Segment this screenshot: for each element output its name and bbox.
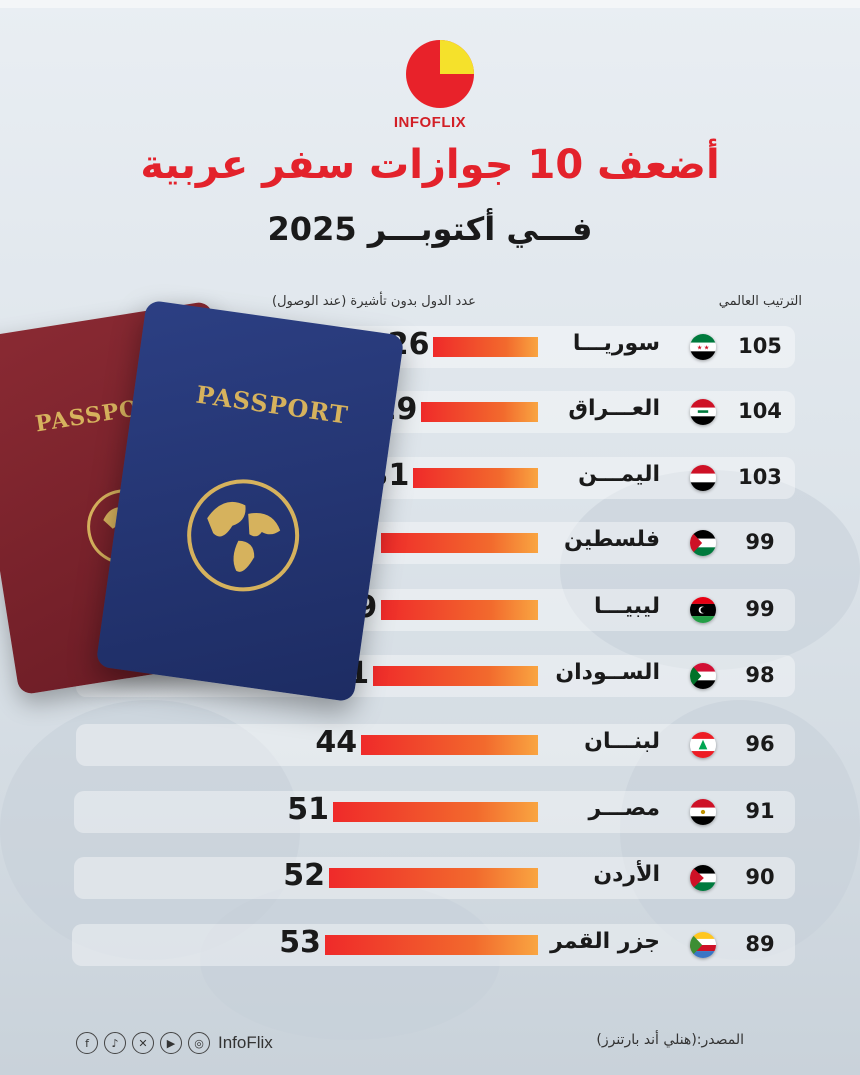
- global-rank-value: 99: [745, 597, 775, 621]
- youtube-icon[interactable]: ▶: [160, 1032, 182, 1054]
- visa-free-bar: [381, 600, 538, 620]
- syria-flag-icon: ★ ★: [690, 334, 716, 360]
- blue-passport-label: PASSPORT: [194, 379, 351, 430]
- global-rank-value: 89: [745, 932, 775, 956]
- visa-free-bar: [361, 735, 538, 755]
- jordan-flag-icon: [690, 865, 716, 891]
- facebook-icon[interactable]: f: [76, 1032, 98, 1054]
- country-label: ليبيـــا: [593, 594, 660, 619]
- visa-free-bar: [433, 337, 538, 357]
- x-icon[interactable]: ✕: [132, 1032, 154, 1054]
- global-rank-value: 96: [745, 732, 775, 756]
- visa-free-bar: [332, 802, 538, 822]
- visa-free-bar: [328, 868, 538, 888]
- infoflix-logo-icon: [406, 40, 474, 108]
- visa-free-value: 44: [315, 725, 358, 760]
- visa-free-bar: [373, 666, 538, 686]
- global-rank-value: 91: [745, 799, 775, 823]
- page-subtitle: فـــي أكتوبـــر 2025: [267, 210, 593, 248]
- country-label: الأردن: [593, 862, 660, 887]
- yemen-flag-icon: [690, 465, 716, 491]
- country-label: اليمـــن: [578, 462, 660, 487]
- global-rank-value: 105: [738, 334, 782, 358]
- social-handle: InfoFlix: [218, 1033, 273, 1052]
- comoros-flag-icon: [690, 932, 716, 958]
- globe-icon: [187, 479, 300, 592]
- iraq-flag-icon: [690, 399, 716, 425]
- global-rank-value: 98: [745, 663, 775, 687]
- palestine-flag-icon: [690, 530, 716, 556]
- top-band: [0, 0, 860, 8]
- social-links: f ♪ ✕ ▶ ◎ InfoFlix: [76, 1032, 273, 1054]
- instagram-icon[interactable]: ◎: [188, 1032, 210, 1054]
- visa-free-bar: [413, 468, 538, 488]
- country-label: العـــراق: [568, 396, 660, 421]
- global-rank-value: 104: [738, 399, 782, 423]
- country-label: فلسطين: [564, 527, 660, 552]
- country-label: الســودان: [555, 660, 660, 685]
- global-rank-value: 99: [745, 530, 775, 554]
- visa-free-bar: [421, 402, 538, 422]
- visa-free-bar: [324, 935, 538, 955]
- visa-free-value: 52: [283, 858, 325, 893]
- brand-name: INFOFLIX: [393, 114, 467, 131]
- source-note: المصدر:(هنلي أند بارتنرز): [596, 1032, 744, 1048]
- blue-passport: PASSPORT: [95, 299, 405, 703]
- visa-free-value: 51: [287, 792, 329, 827]
- country-label: جزر القمر: [550, 929, 660, 954]
- tiktok-icon[interactable]: ♪: [104, 1032, 126, 1054]
- global-rank-value: 90: [745, 865, 775, 889]
- visa-free-header: عدد الدول بدون تأشيرة (عند الوصول): [272, 294, 476, 309]
- page-title: أضعف 10 جوازات سفر عربية: [140, 142, 720, 188]
- svg-text:★: ★: [697, 345, 703, 352]
- global-rank-value: 103: [738, 465, 782, 489]
- global-rank-header: الترتيب العالمي: [718, 294, 802, 309]
- country-label: سوريـــا: [572, 331, 660, 356]
- libya-flag-icon: [690, 597, 716, 623]
- country-label: لبنـــان: [584, 729, 660, 754]
- visa-free-bar: [381, 533, 538, 553]
- lebanon-flag-icon: [690, 732, 716, 758]
- visa-free-value: 53: [279, 925, 321, 960]
- country-label: مصـــر: [588, 796, 660, 821]
- sudan-flag-icon: [690, 663, 716, 689]
- svg-text:★: ★: [704, 345, 710, 352]
- egypt-flag-icon: [690, 799, 716, 825]
